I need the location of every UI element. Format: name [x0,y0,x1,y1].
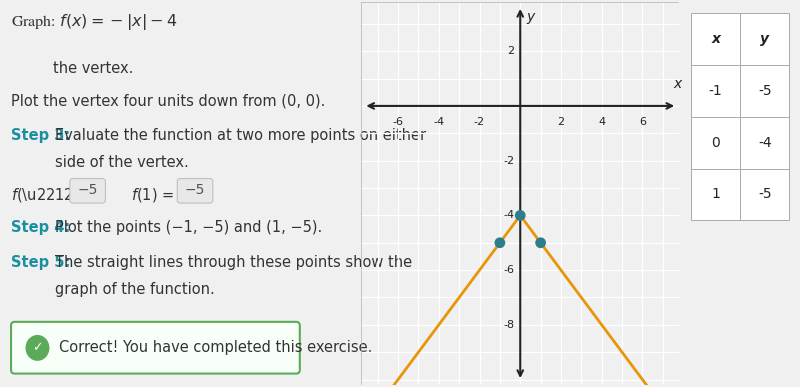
Text: $f$(1) =: $f$(1) = [130,186,175,204]
Text: the vertex.: the vertex. [54,61,134,76]
FancyBboxPatch shape [178,178,213,203]
Text: x: x [673,77,682,91]
Text: Step 4:: Step 4: [11,220,70,235]
Text: x: x [711,32,720,46]
Text: y: y [526,10,534,24]
Bar [691,14,740,65]
Text: -1: -1 [709,84,722,98]
Text: -2: -2 [503,156,514,166]
Text: -6: -6 [503,265,514,275]
Text: Evaluate the function at two more points on either: Evaluate the function at two more points… [55,128,426,143]
Text: -4: -4 [503,211,514,220]
Text: -4: -4 [433,117,444,127]
Point [514,212,526,219]
Text: Plot the points (−1, −5) and (1, −5).: Plot the points (−1, −5) and (1, −5). [55,220,322,235]
FancyBboxPatch shape [11,322,300,373]
Text: -5: -5 [758,84,771,98]
Text: -4: -4 [758,136,771,150]
Text: 6: 6 [639,117,646,127]
Text: −5: −5 [78,183,98,197]
Text: side of the vertex.: side of the vertex. [55,155,189,170]
Bar [740,169,790,220]
Text: graph of the function.: graph of the function. [55,282,215,296]
Text: 2: 2 [558,117,565,127]
Text: y: y [760,32,770,46]
Text: Step 5:: Step 5: [11,255,70,270]
Text: Correct! You have completed this exercise.: Correct! You have completed this exercis… [58,340,372,355]
Circle shape [26,336,49,360]
Bar [691,117,740,169]
Bar [740,117,790,169]
Text: Graph: $f(x) = -|x| - 4$: Graph: $f(x) = -|x| - 4$ [11,12,178,31]
Text: -2: -2 [474,117,485,127]
Text: 0: 0 [711,136,720,150]
Text: −5: −5 [185,183,205,197]
FancyBboxPatch shape [70,178,106,203]
Text: 1: 1 [711,187,720,202]
Text: 4: 4 [598,117,606,127]
Text: ✓: ✓ [32,341,42,354]
Point [494,240,506,246]
Text: The straight lines through these points show the: The straight lines through these points … [55,255,412,270]
Text: Step 3:: Step 3: [11,128,70,143]
Point [534,240,547,246]
Bar [691,65,740,117]
Text: -6: -6 [393,117,403,127]
Bar [740,14,790,65]
Bar [740,65,790,117]
Bar [691,169,740,220]
Text: -8: -8 [503,320,514,330]
Text: -5: -5 [758,187,771,202]
Text: 2: 2 [507,46,514,56]
Text: Plot the vertex four units down from (0, 0).: Plot the vertex four units down from (0,… [11,94,326,109]
Text: $f$(\u22121) =: $f$(\u22121) = [11,186,107,204]
